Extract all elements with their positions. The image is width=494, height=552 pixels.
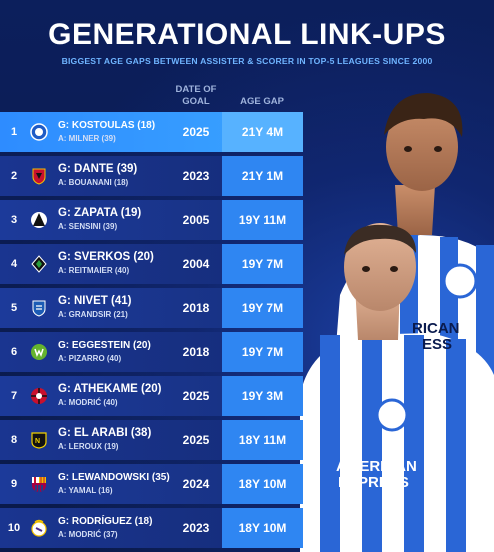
player-names: G: NIVET (41) A: GRANDSIR (21) bbox=[58, 295, 176, 321]
player-names: G: RODRÍGUEZ (18) A: MODRIĆ (37) bbox=[58, 515, 176, 541]
table-row: 2 G: DANTE (39) A: BOUANANI (18) 2023 21Y 1M bbox=[0, 156, 303, 196]
rank-number: 3 bbox=[10, 214, 18, 226]
table-row: 4 G: SVERKOS (20) A: REITMAIER (40) 2004 19Y… bbox=[0, 244, 303, 284]
assister-name: A: MILNER (39) bbox=[58, 134, 116, 143]
column-header-age-gap: AGE GAP bbox=[240, 96, 284, 107]
assister-name: A: REITMAIER (40) bbox=[58, 266, 130, 275]
player-names: G: ATHEKAME (20) A: MODRIĆ (40) bbox=[58, 383, 176, 409]
table-row: 6 G: EGGESTEIN (20) A: PIZARRO (40) 2018 19Y… bbox=[0, 332, 303, 372]
rank-number: 5 bbox=[10, 302, 18, 314]
age-gap-value: 19Y 11M bbox=[222, 200, 303, 240]
goal-year: 2025 bbox=[182, 389, 210, 403]
sponsor-top-line2: ESS bbox=[422, 336, 452, 353]
column-header-date: DATE OF GOAL bbox=[175, 84, 217, 107]
page-title: GENERATIONAL LINK-UPS bbox=[48, 18, 446, 51]
assister-name: A: MODRIĆ (37) bbox=[58, 530, 118, 539]
troyes-badge-icon bbox=[32, 300, 46, 317]
table-row: 10 G: RODRÍGUEZ (18) A: MODRIĆ (37) 2023 18Y… bbox=[0, 508, 303, 548]
scorer-name: G: ZAPATA (19) bbox=[58, 207, 142, 219]
age-gap-value: 19Y 7M bbox=[222, 332, 303, 372]
goal-year: 2025 bbox=[182, 125, 210, 139]
goal-year: 2023 bbox=[182, 169, 210, 183]
rank-number: 2 bbox=[10, 170, 18, 182]
scorer-name: G: EL ARABI (38) bbox=[58, 427, 152, 439]
real-madrid-badge-icon bbox=[31, 519, 47, 537]
scorer-name: G: SVERKOS (20) bbox=[58, 251, 154, 263]
table-row: 3 G: ZAPATA (19) A: SENSINI (39) 2005 19Y 11… bbox=[0, 200, 303, 240]
assister-name: A: YAMAL (16) bbox=[58, 486, 113, 495]
table-row: 7 G: ATHEKAME (20) A: MODRIĆ (40) 2025 19Y 3… bbox=[0, 376, 303, 416]
goal-year: 2018 bbox=[182, 345, 210, 359]
milan-badge-icon bbox=[31, 388, 47, 404]
age-gap-value: 18Y 11M bbox=[222, 420, 303, 460]
scorer-name: G: RODRÍGUEZ (18) bbox=[58, 516, 153, 527]
player-names: G: LEWANDOWSKI (35) A: YAMAL (16) bbox=[58, 471, 176, 497]
sponsor-top-line1: RICAN bbox=[412, 320, 460, 337]
assister-name: A: PIZARRO (40) bbox=[58, 354, 122, 363]
udinese-badge-icon bbox=[31, 212, 47, 228]
rank-number: 8 bbox=[10, 434, 18, 446]
sponsor-bottom-line1: AMERICAN bbox=[336, 458, 417, 475]
table-row: 5 G: NIVET (41) A: GRANDSIR (21) 2018 19Y 7M bbox=[0, 288, 303, 328]
age-gap-value: 19Y 7M bbox=[222, 288, 303, 328]
player-front bbox=[300, 223, 494, 552]
scorer-name: G: ATHEKAME (20) bbox=[58, 383, 162, 395]
player-names: G: EGGESTEIN (20) A: PIZARRO (40) bbox=[58, 339, 176, 365]
barcelona-badge-icon bbox=[32, 477, 46, 492]
goal-year: 2018 bbox=[182, 301, 210, 315]
table-row: 8 N G: EL ARABI (38) A: LEROUX (19) 2025 18Y … bbox=[0, 420, 303, 460]
player-names: G: KOSTOULAS (18) A: MILNER (39) bbox=[58, 119, 176, 145]
rank-number: 10 bbox=[7, 522, 21, 534]
rank-number: 4 bbox=[10, 258, 18, 270]
age-gap-value: 19Y 3M bbox=[222, 376, 303, 416]
scorer-name: G: DANTE (39) bbox=[58, 163, 138, 175]
svg-text:N: N bbox=[35, 438, 40, 445]
assister-name: A: SENSINI (39) bbox=[58, 222, 118, 231]
scorer-name: G: NIVET (41) bbox=[58, 295, 132, 307]
age-gap-value: 18Y 10M bbox=[222, 464, 303, 504]
players-photo: RICAN ESS AMERICAN EXPRESS bbox=[300, 85, 494, 552]
goal-year: 2024 bbox=[182, 477, 210, 491]
rank-number: 1 bbox=[10, 126, 18, 138]
player-names: G: ZAPATA (19) A: SENSINI (39) bbox=[58, 207, 176, 233]
scorer-name: G: KOSTOULAS (18) bbox=[58, 120, 156, 131]
goal-year: 2004 bbox=[182, 257, 210, 271]
player-names: G: SVERKOS (20) A: REITMAIER (40) bbox=[58, 251, 176, 277]
scorer-name: G: EGGESTEIN (20) bbox=[58, 340, 151, 351]
brighton-badge-icon bbox=[30, 123, 48, 141]
goal-year: 2023 bbox=[182, 521, 210, 535]
rank-number: 7 bbox=[10, 390, 18, 402]
age-gap-value: 21Y 1M bbox=[222, 156, 303, 196]
player-names: G: EL ARABI (38) A: LEROUX (19) bbox=[58, 427, 176, 453]
age-gap-value: 18Y 10M bbox=[222, 508, 303, 548]
table-row: 1 G: KOSTOULAS (18) A: MILNER (39) 2025 21Y … bbox=[0, 112, 303, 152]
player-names: G: DANTE (39) A: BOUANANI (18) bbox=[58, 163, 176, 189]
assister-name: A: GRANDSIR (21) bbox=[58, 310, 128, 319]
assister-name: A: LEROUX (19) bbox=[58, 442, 119, 451]
assister-name: A: BOUANANI (18) bbox=[58, 178, 129, 187]
nantes-badge-icon: N bbox=[31, 432, 47, 449]
age-gap-value: 21Y 4M bbox=[222, 112, 303, 152]
goal-year: 2025 bbox=[182, 433, 210, 447]
rank-number: 9 bbox=[10, 478, 18, 490]
nice-badge-icon bbox=[32, 168, 46, 185]
scorer-name: G: LEWANDOWSKI (35) bbox=[58, 472, 170, 483]
assister-name: A: MODRIĆ (40) bbox=[58, 398, 118, 407]
table-row: 9 G: LEWANDOWSKI (35) A: YAMAL (16) 2024 18Y… bbox=[0, 464, 303, 504]
wolfsburg-badge-icon bbox=[31, 344, 47, 360]
goal-year: 2005 bbox=[182, 213, 210, 227]
sponsor-bottom-line2: EXPRESS bbox=[338, 474, 409, 491]
page-subtitle: BIGGEST AGE GAPS BETWEEN ASSISTER & SCOR… bbox=[61, 56, 433, 66]
age-gap-value: 19Y 7M bbox=[222, 244, 303, 284]
gladbach-badge-icon bbox=[31, 255, 47, 273]
rank-number: 6 bbox=[10, 346, 18, 358]
